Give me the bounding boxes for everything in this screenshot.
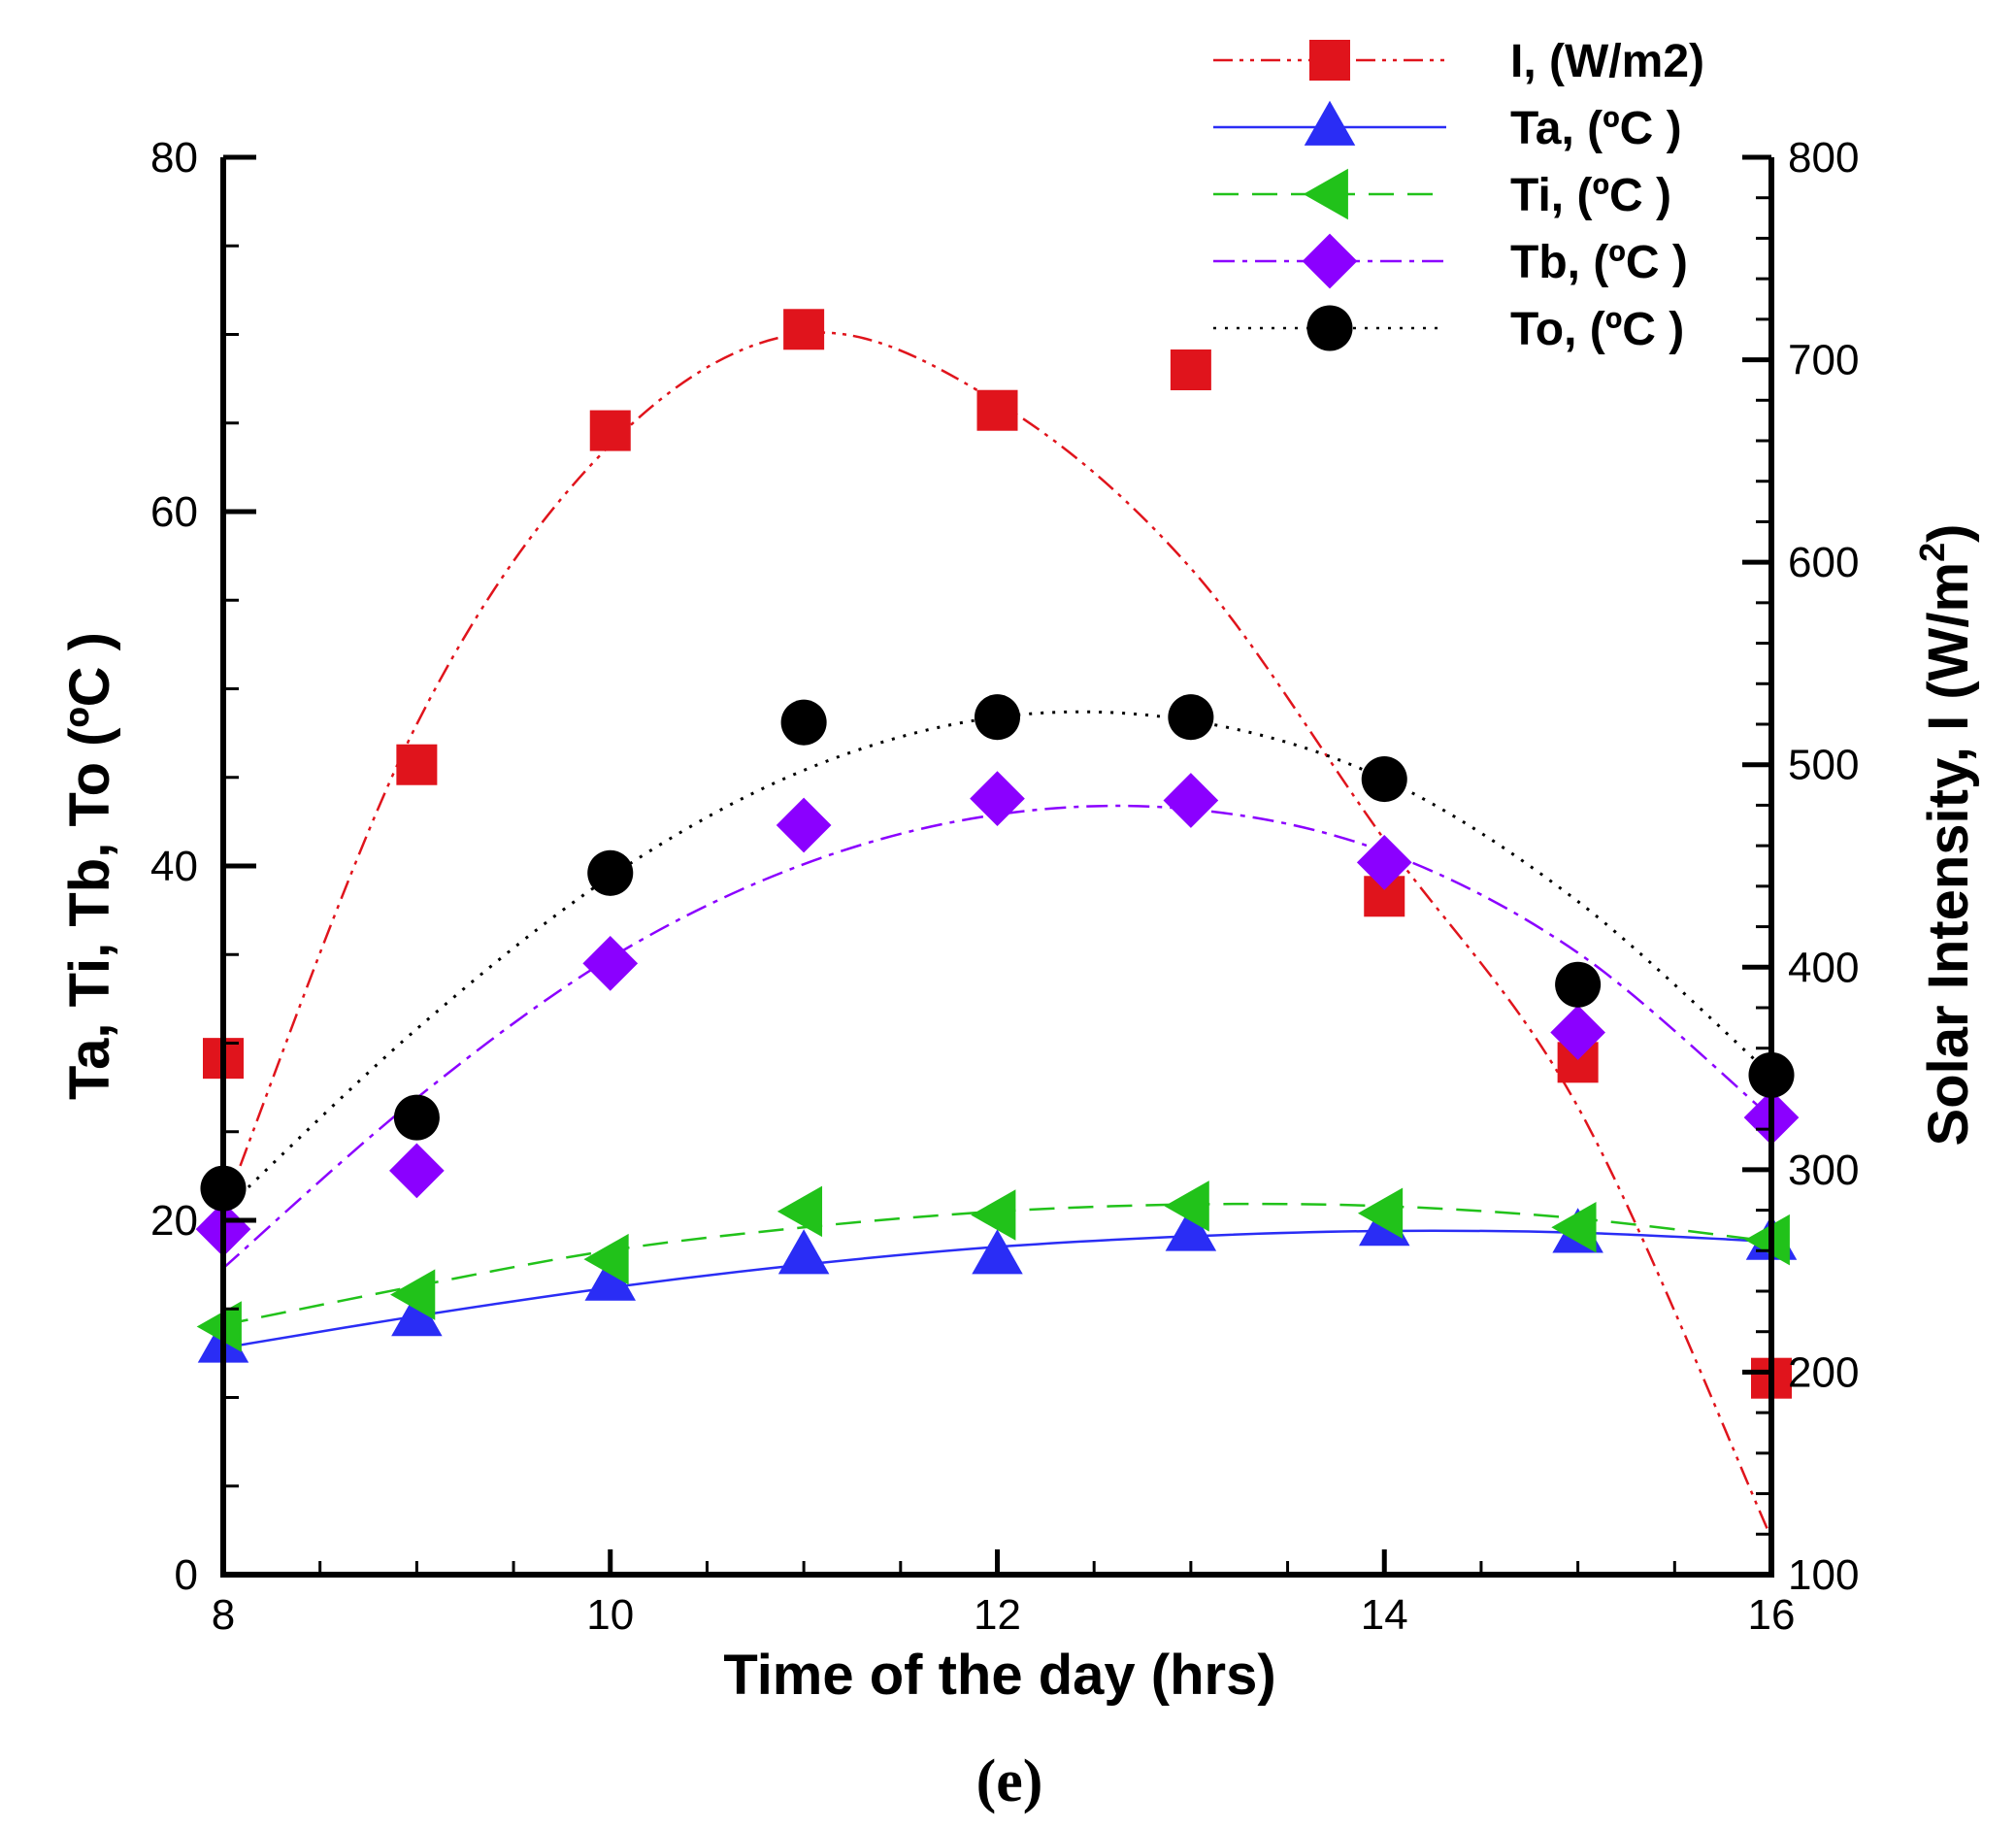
data-point-4-2 [587,849,634,896]
data-point-2-1 [390,1269,436,1320]
y-left-tick-label: 20 [150,1197,198,1245]
y-right-tick-label: 800 [1788,134,1859,182]
data-point-1-3 [777,1229,830,1275]
legend-label-1: Ta, (ºC ) [1510,103,1682,154]
legend-marker-0 [1309,40,1350,81]
data-point-4-5 [1168,694,1214,741]
x-tick-label: 16 [1748,1591,1796,1639]
data-point-3-6 [1356,835,1412,890]
data-point-1-1 [391,1291,443,1337]
x-tick-label: 8 [212,1591,235,1639]
y-left-tick-label: 40 [150,843,198,890]
data-point-3-2 [582,936,639,991]
series-line-3 [222,804,1772,1270]
data-point-0-2 [589,410,631,451]
x-tick-label: 12 [974,1591,1021,1639]
data-point-4-4 [974,694,1021,741]
ticks [220,154,1774,1578]
right-axis-title-close: ) [1917,524,1980,543]
y-right-tick-label: 300 [1788,1147,1859,1194]
data-point-0-4 [976,389,1018,431]
data-point-4-6 [1361,756,1407,803]
x-tick-label: 14 [1361,1591,1408,1639]
data-point-3-4 [970,771,1025,826]
left-axis-title: Ta, Ti, Tb, To (ºC ) [58,632,121,1100]
y-left-tick-label: 0 [175,1551,198,1599]
data-point-1-4 [972,1229,1023,1275]
data-point-2-4 [971,1189,1016,1241]
legend-marker-2 [1303,168,1348,220]
data-point-1-5 [1165,1206,1217,1251]
data-point-3-1 [389,1143,445,1199]
legend-label-2: Ti, (ºC ) [1510,170,1671,221]
y-right-tick-label: 500 [1788,742,1859,789]
right-axis-title-main: Solar Intensity, I (W/m [1917,562,1980,1147]
right-axis-title-sup: 2 [1912,543,1952,562]
y-right-tick-label: 700 [1788,337,1859,384]
data-point-4-1 [393,1094,440,1141]
y-right-tick-label: 100 [1788,1551,1859,1599]
data-point-1-2 [584,1255,636,1301]
data-point-2-6 [1357,1187,1404,1239]
tick-labels: 8 10 12 14 16 0 20 40 60 80 100 200 300 400 500 600 700 8… [150,134,1859,1639]
plot-markers [195,309,1800,1399]
data-point-4-7 [1555,961,1602,1008]
y-right-tick-label: 400 [1788,944,1859,991]
data-point-3-7 [1550,1005,1605,1060]
data-point-2-3 [777,1185,823,1238]
data-point-3-3 [776,797,832,853]
data-point-2-5 [1164,1181,1209,1232]
data-point-0-1 [396,744,438,785]
data-point-4-3 [780,699,827,746]
y-right-tick-label: 200 [1788,1348,1859,1396]
figure-caption: (e) [976,1748,1043,1814]
data-point-2-0 [196,1301,242,1352]
x-tick-label: 10 [586,1591,634,1639]
legend-marker-3 [1302,233,1358,289]
legend-label-4: To, (ºC ) [1510,304,1684,355]
legend-label-0: I, (W/m2) [1510,36,1704,87]
legend-label-3: Tb, (ºC ) [1510,237,1688,288]
data-point-2-8 [1744,1214,1790,1266]
data-point-2-2 [583,1233,629,1285]
right-axis-title: Solar Intensity, I (W/m2) [1912,524,1980,1147]
data-point-0-3 [783,309,825,350]
series-line-4 [221,710,1773,1213]
data-point-2-7 [1551,1202,1597,1253]
y-left-tick-label: 60 [150,488,198,536]
x-axis-title: Time of the day (hrs) [723,1644,1275,1707]
legend-marker-4 [1306,305,1353,351]
y-left-tick-label: 80 [150,134,198,182]
data-point-3-5 [1163,773,1219,828]
y-right-tick-label: 600 [1788,539,1859,586]
legend-marker-1 [1304,100,1356,146]
legend: I, (W/m2) Ta, (ºC ) Ti, (ºC ) Tb, (ºC ) To, … [1213,36,1704,355]
data-point-0-5 [1170,349,1211,390]
